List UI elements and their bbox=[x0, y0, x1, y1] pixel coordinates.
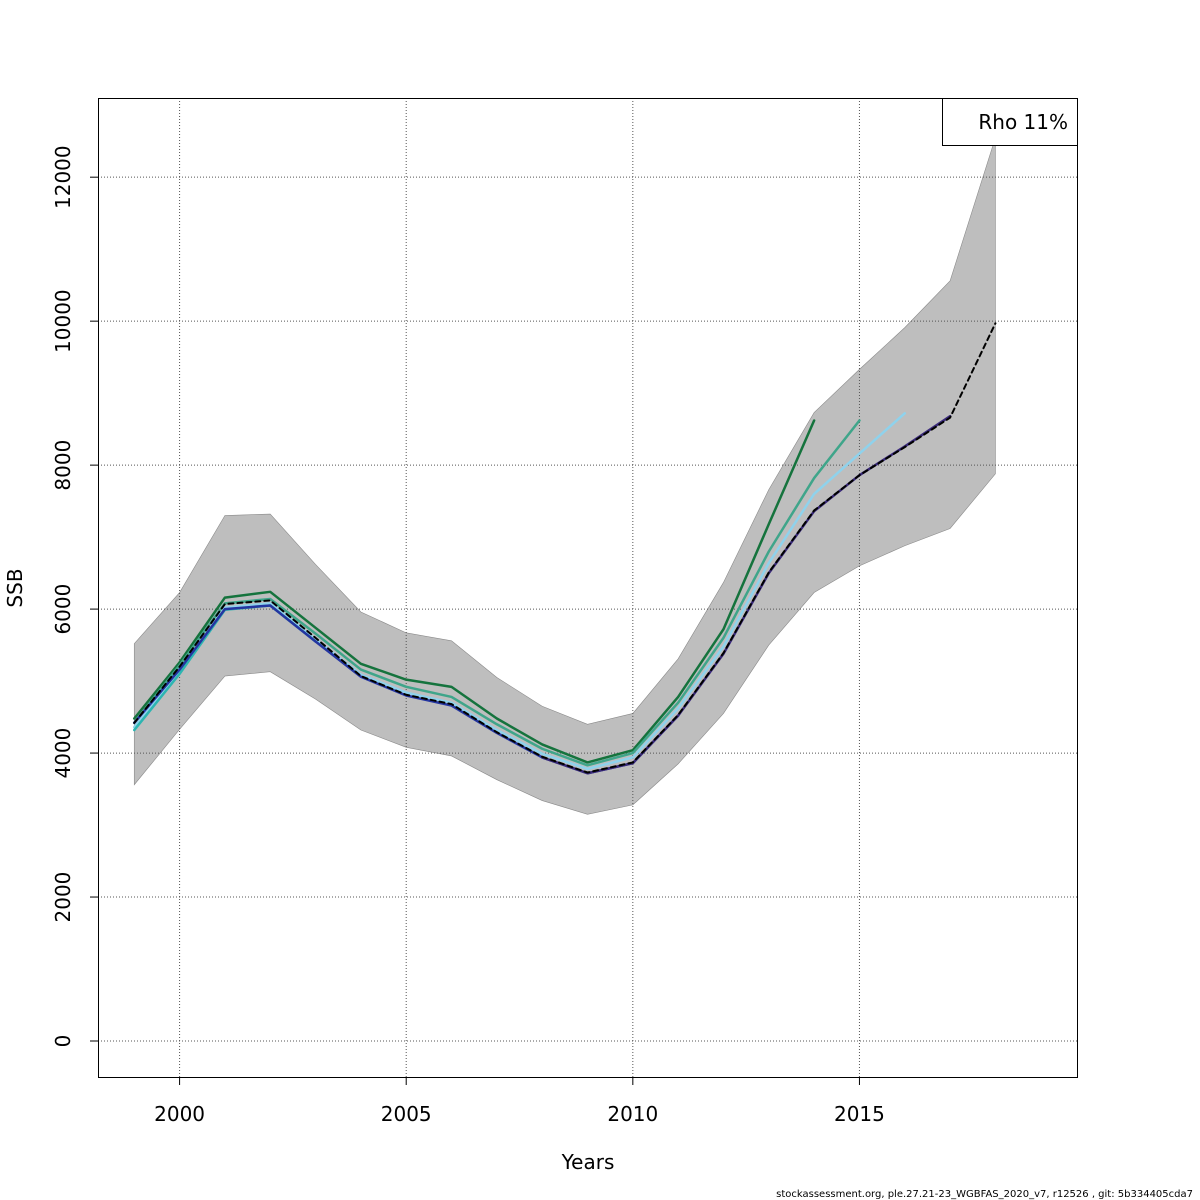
y-tick-label-10000: 10000 bbox=[51, 289, 75, 353]
series-line-3 bbox=[133, 412, 907, 771]
y-tick-label-0: 0 bbox=[51, 1035, 75, 1048]
y-tick-label-12000: 12000 bbox=[51, 145, 75, 209]
y-tick-label-6000: 6000 bbox=[51, 584, 75, 635]
confidence-band bbox=[133, 137, 996, 815]
x-tick-label-2005: 2005 bbox=[381, 1102, 432, 1126]
x-tick-label-2010: 2010 bbox=[607, 1102, 658, 1126]
series-line-7 bbox=[133, 322, 997, 774]
footer-caption: stockassessment.org, ple.27.21-23_WGBFAS… bbox=[776, 1189, 1193, 1200]
grid-layer bbox=[98, 98, 1077, 1077]
x-axis-title: Years bbox=[561, 1150, 615, 1174]
x-tick-label-2015: 2015 bbox=[834, 1102, 885, 1126]
series-line-2 bbox=[133, 419, 861, 767]
y-tick-label-2000: 2000 bbox=[51, 872, 75, 923]
y-axis: 0 2000 4000 6000 8000 10000 12000 bbox=[51, 145, 98, 1047]
plot-frame bbox=[98, 98, 1078, 1078]
legend-box bbox=[942, 98, 1078, 146]
y-tick-label-4000: 4000 bbox=[51, 728, 75, 779]
y-tick-label-8000: 8000 bbox=[51, 440, 75, 491]
y-axis-title: SSB bbox=[3, 568, 27, 607]
legend: Rho 11% bbox=[942, 98, 1078, 146]
x-tick-label-2000: 2000 bbox=[154, 1102, 205, 1126]
series-line-1 bbox=[133, 419, 816, 764]
legend-label: Rho 11% bbox=[978, 110, 1068, 134]
confidence-band-layer bbox=[133, 137, 996, 815]
series-layer bbox=[133, 322, 997, 775]
x-axis: 2000 2005 2010 2015 bbox=[154, 1077, 885, 1126]
